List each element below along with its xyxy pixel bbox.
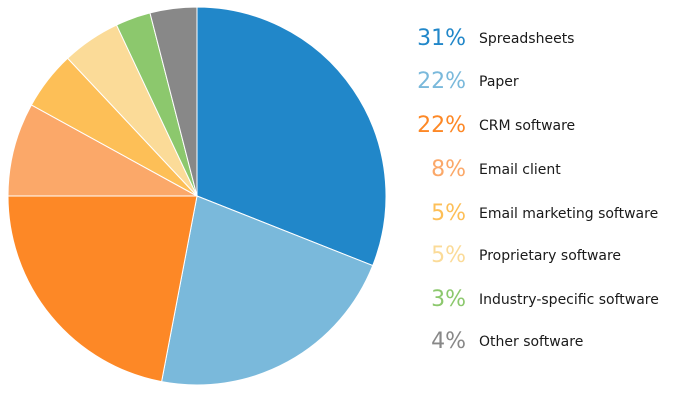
legend-percentage: 3% <box>431 287 466 312</box>
legend-percentage: 5% <box>431 243 466 268</box>
legend-percentage: 5% <box>431 201 466 226</box>
legend-label: Email marketing software <box>479 206 659 222</box>
pie-chart <box>7 6 387 386</box>
legend-percentage: 4% <box>431 329 466 354</box>
legend-label: Other software <box>479 334 584 350</box>
legend-label: Email client <box>479 162 561 178</box>
legend-percentage: 22% <box>417 69 466 94</box>
legend-label: Proprietary software <box>479 248 622 264</box>
pie-slice-crm-software <box>7 195 198 383</box>
legend-percentage: 8% <box>431 157 466 182</box>
pie-slice-spreadsheets <box>196 6 387 267</box>
legend-label: CRM software <box>479 118 576 134</box>
legend-percentage: 31% <box>417 26 466 51</box>
legend-label: Industry-specific software <box>479 292 659 308</box>
legend-percentage: 22% <box>417 113 466 138</box>
legend-label: Paper <box>479 74 519 90</box>
legend-label: Spreadsheets <box>479 31 575 47</box>
pie-slice-other-software <box>149 6 198 197</box>
pie-slice-email-client <box>7 104 198 197</box>
legend: 31% Spreadsheets 22% Paper 22% CRM software 8%… <box>398 0 675 404</box>
pie-slice-paper <box>160 195 374 386</box>
